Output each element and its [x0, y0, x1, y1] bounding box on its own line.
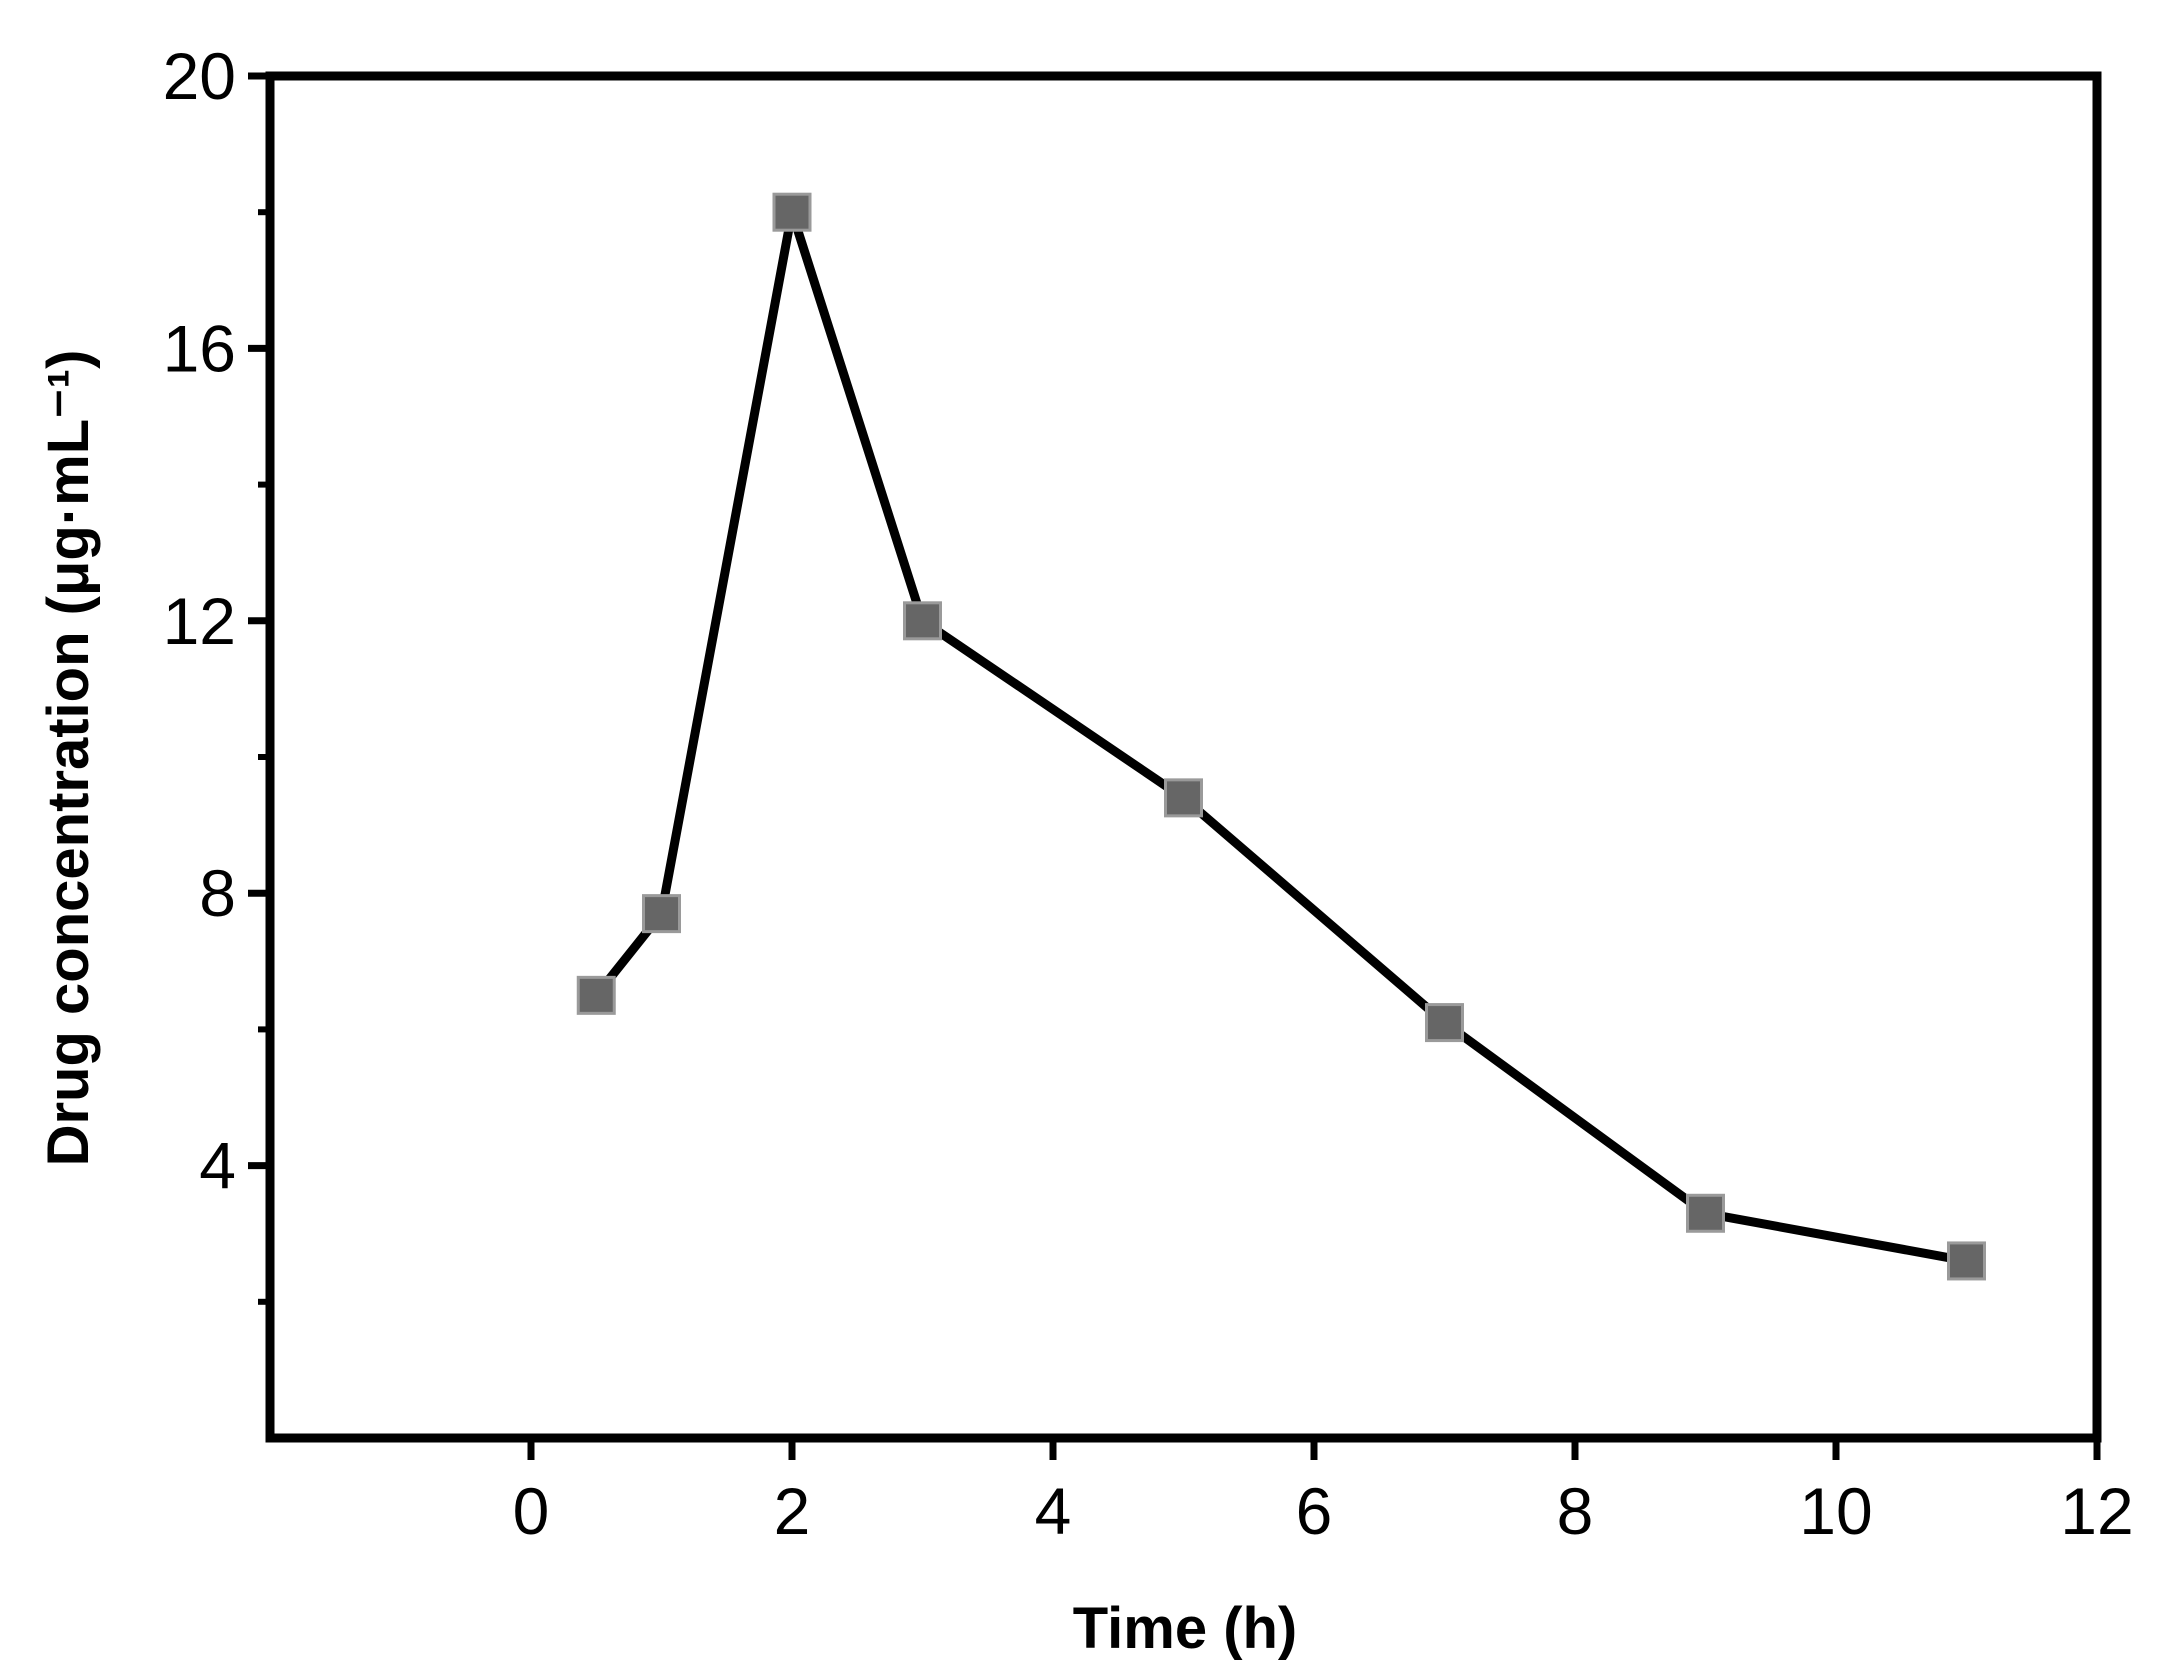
series-line-group [591, 207, 1971, 1266]
series-line [591, 207, 1971, 1266]
y-axis-ticks: 4 8 12 16 20 [163, 39, 270, 1305]
data-point [772, 192, 812, 232]
data-point [642, 894, 681, 934]
x-tick-label: 0 [513, 1474, 550, 1548]
y-tick-label: 20 [163, 39, 236, 113]
data-point [1164, 778, 1203, 818]
x-tick-label: 12 [2060, 1474, 2133, 1548]
y-axis-title: Drug concentration (μg·mL⁻¹) [36, 350, 101, 1167]
data-point [576, 975, 616, 1015]
x-tick-label: 10 [1799, 1474, 1872, 1548]
data-point [1947, 1241, 1986, 1281]
x-tick-label: 4 [1035, 1474, 1072, 1548]
x-tick-label: 6 [1296, 1474, 1333, 1548]
x-axis-title: Time (h) [1073, 1596, 1298, 1661]
data-point [903, 601, 942, 641]
x-tick-label: 8 [1557, 1474, 1594, 1548]
x-axis-ticks: 0 2 4 6 8 10 12 [513, 1438, 2134, 1548]
series-markers [576, 192, 1986, 1281]
data-point [1686, 1193, 1725, 1233]
data-point [1425, 1003, 1464, 1043]
y-tick-label: 4 [199, 1129, 236, 1203]
x-tick-label: 2 [774, 1474, 811, 1548]
y-tick-label: 16 [163, 311, 236, 385]
y-tick-label: 12 [163, 584, 236, 658]
y-tick-label: 8 [199, 856, 236, 930]
